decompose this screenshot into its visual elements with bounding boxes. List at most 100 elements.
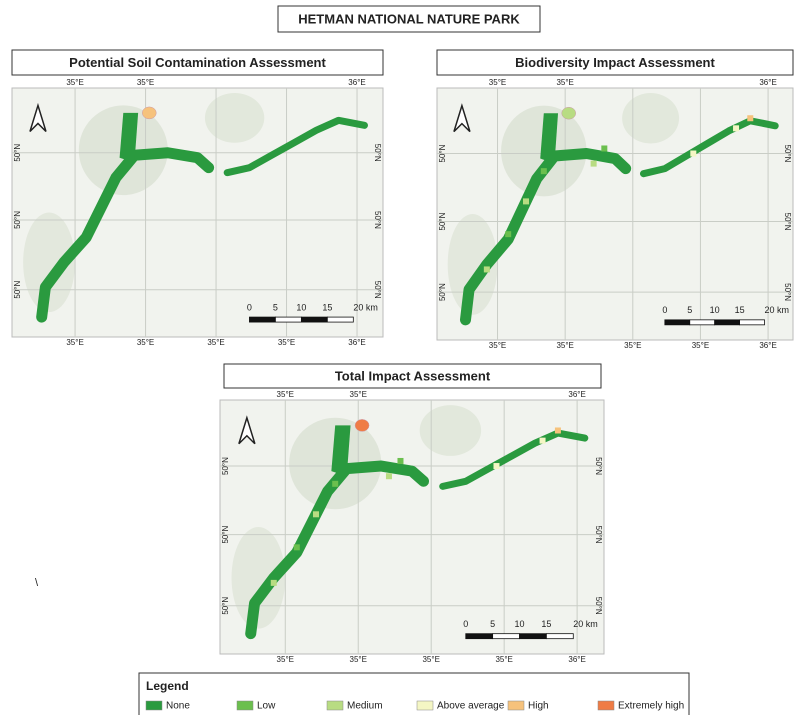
impact-patch: [523, 198, 529, 204]
scale-label: 15: [735, 305, 745, 315]
lat-label: 50°N: [783, 283, 792, 301]
scale-label: 10: [710, 305, 720, 315]
forest-area: [420, 405, 481, 456]
lon-label: 35°E: [556, 78, 573, 87]
scale-label: 10: [515, 619, 525, 629]
impact-patch: [733, 125, 739, 131]
lat-label: 50°N: [221, 525, 230, 543]
map-title: Biodiversity Impact Assessment: [515, 55, 715, 70]
impact-patch: [505, 231, 511, 237]
lat-label: 50°N: [438, 212, 447, 230]
impact-patch: [562, 107, 576, 119]
impact-patch: [601, 145, 607, 151]
map-title: Total Impact Assessment: [335, 368, 491, 383]
impact-patch: [747, 115, 753, 121]
scale-bar-segment: [327, 317, 353, 322]
impact-patch: [313, 511, 319, 517]
legend-label: Medium: [347, 701, 383, 712]
legend-label: High: [528, 701, 549, 712]
legend-label: Low: [257, 701, 276, 712]
scale-label: 5: [490, 619, 495, 629]
lat-label: 50°N: [13, 144, 22, 162]
scale-label: 5: [273, 302, 278, 312]
impact-patch: [591, 161, 597, 167]
lon-label: 35°E: [277, 390, 294, 399]
impact-patch: [332, 481, 338, 487]
lon-label: 35°E: [624, 341, 641, 350]
lat-label: 50°N: [783, 213, 792, 231]
impact-patch: [142, 107, 156, 119]
impact-patch: [397, 458, 403, 464]
legend-swatch: [508, 701, 524, 710]
scale-label: 5: [687, 305, 692, 315]
lon-label: 35°E: [66, 78, 83, 87]
scale-bar-segment: [275, 317, 301, 322]
lon-label: 35°E: [350, 390, 367, 399]
forest-area: [205, 93, 264, 143]
lat-label: 50°N: [221, 597, 230, 615]
lon-label: 35°E: [692, 341, 709, 350]
scale-label: 0: [662, 305, 667, 315]
lat-label: 50°N: [13, 211, 22, 229]
scale-label: 0: [247, 302, 252, 312]
scale-bar-segment: [740, 320, 765, 325]
lon-label: 35°E: [350, 655, 367, 664]
lat-label: 50°N: [373, 144, 382, 162]
lon-label: 35°E: [137, 338, 154, 347]
page-title: HETMAN NATIONAL NATURE PARK: [298, 11, 520, 26]
legend-swatch: [237, 701, 253, 710]
lon-label: 35°E: [137, 78, 154, 87]
lat-label: 50°N: [373, 211, 382, 229]
scale-bar-segment: [690, 320, 715, 325]
lon-label: 35°E: [278, 338, 295, 347]
lon-label: 36°E: [759, 341, 776, 350]
scale-bar-segment: [249, 317, 275, 322]
lon-label: 36°E: [759, 78, 776, 87]
scale-label: 10: [296, 302, 306, 312]
lat-label: 50°N: [594, 526, 603, 544]
legend-swatch: [598, 701, 614, 710]
impact-patch: [555, 427, 561, 433]
scale-bar-segment: [546, 634, 573, 639]
lon-label: 36°E: [348, 78, 365, 87]
scale-label: 0: [463, 619, 468, 629]
lat-label: 50°N: [594, 597, 603, 615]
lat-label: 50°N: [438, 283, 447, 301]
legend-title: Legend: [146, 679, 189, 693]
impact-patch: [355, 419, 369, 431]
legend-label: Above average: [437, 701, 505, 712]
impact-patch: [690, 151, 696, 157]
scale-bar-segment: [493, 634, 520, 639]
legend-label: None: [166, 701, 190, 712]
page: HETMAN NATIONAL NATURE PARK \ Potential …: [0, 0, 809, 715]
lon-label: 35°E: [66, 338, 83, 347]
lon-label: 36°E: [568, 655, 585, 664]
impact-patch: [541, 168, 547, 174]
scale-bar-segment: [665, 320, 690, 325]
impact-patch: [386, 473, 392, 479]
lat-label: 50°N: [783, 145, 792, 163]
lon-label: 36°E: [568, 390, 585, 399]
stray-mark: \: [35, 577, 39, 589]
impact-patch: [493, 463, 499, 469]
scale-label: 20 km: [573, 619, 598, 629]
scale-label: 20 km: [353, 302, 378, 312]
legend-swatch: [417, 701, 433, 710]
lon-label: 35°E: [489, 341, 506, 350]
scale-bar-segment: [715, 320, 740, 325]
impact-patch: [484, 266, 490, 272]
impact-patch: [271, 580, 277, 586]
legend-label: Extremely high: [618, 701, 684, 712]
scale-label: 15: [541, 619, 551, 629]
lat-label: 50°N: [594, 457, 603, 475]
lat-label: 50°N: [373, 281, 382, 299]
lat-label: 50°N: [221, 457, 230, 475]
lon-label: 35°E: [277, 655, 294, 664]
lon-label: 35°E: [495, 655, 512, 664]
lat-label: 50°N: [438, 144, 447, 162]
legend-swatch: [146, 701, 162, 710]
lon-label: 35°E: [489, 78, 506, 87]
lon-label: 35°E: [556, 341, 573, 350]
lon-label: 35°E: [207, 338, 224, 347]
lon-label: 36°E: [348, 338, 365, 347]
